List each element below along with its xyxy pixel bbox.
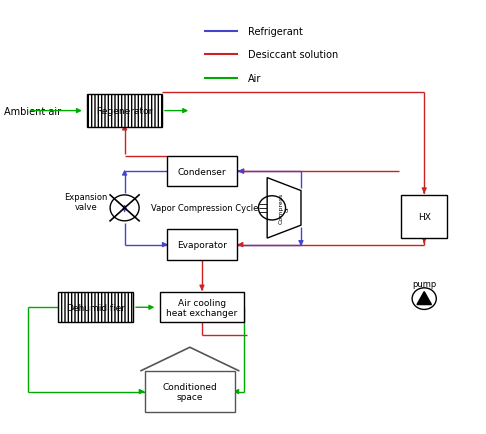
- Text: Dehumidifier: Dehumidifier: [66, 303, 125, 312]
- Bar: [58, 293, 133, 322]
- Bar: [167, 157, 237, 187]
- Text: pump: pump: [412, 279, 436, 288]
- Bar: [401, 195, 447, 239]
- Bar: [145, 371, 235, 412]
- Bar: [58, 293, 133, 322]
- Text: Air cooling
heat exchanger: Air cooling heat exchanger: [166, 298, 238, 317]
- Text: Evaporator: Evaporator: [177, 240, 227, 250]
- Bar: [87, 95, 162, 128]
- Text: HX: HX: [418, 213, 431, 221]
- Text: Vapor Compression Cycle: Vapor Compression Cycle: [151, 204, 258, 213]
- Text: Desiccant solution: Desiccant solution: [248, 50, 338, 60]
- Polygon shape: [267, 178, 301, 239]
- Text: Ambient air: Ambient air: [4, 106, 61, 116]
- Text: Expansion
valve: Expansion valve: [64, 192, 107, 212]
- Text: Air: Air: [248, 74, 261, 84]
- Polygon shape: [417, 292, 432, 305]
- Text: Compress
or: Compress or: [278, 193, 290, 224]
- Text: Regenerator: Regenerator: [96, 107, 153, 116]
- Bar: [167, 230, 237, 260]
- Bar: [159, 293, 244, 322]
- Text: Condenser: Condenser: [177, 167, 226, 176]
- Bar: [87, 95, 162, 128]
- Text: Refrigerant: Refrigerant: [248, 26, 303, 36]
- Text: Conditioned
space: Conditioned space: [162, 382, 217, 401]
